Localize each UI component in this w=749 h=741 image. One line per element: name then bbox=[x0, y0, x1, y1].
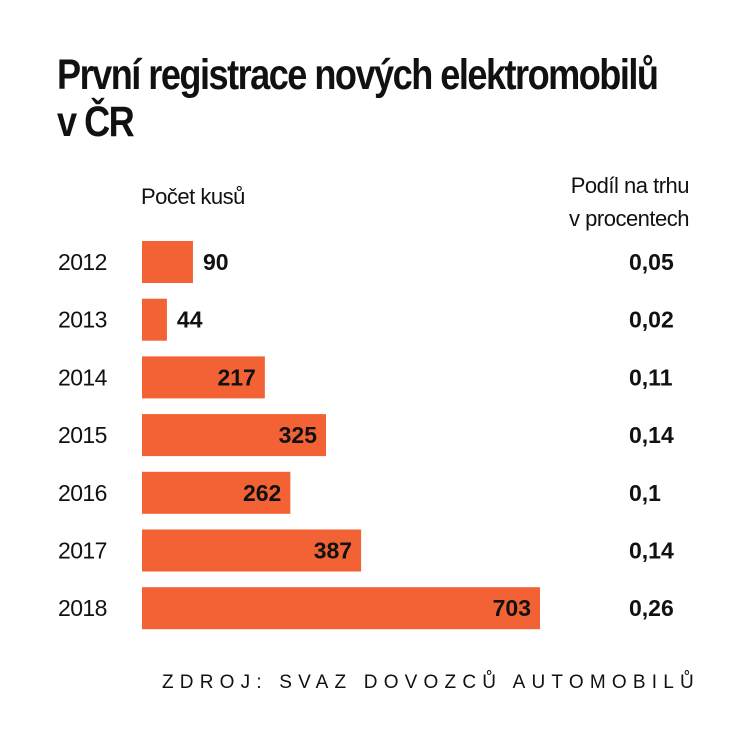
bar-2015 bbox=[142, 414, 326, 457]
share-value-label: 0,11 bbox=[629, 364, 673, 390]
count-value-label: 325 bbox=[279, 422, 318, 448]
bar-2014 bbox=[142, 356, 265, 399]
share-column-header-line-2: v procentech bbox=[569, 206, 689, 231]
share-value-label: 0,05 bbox=[629, 249, 674, 275]
count-value-label: 90 bbox=[203, 249, 229, 275]
share-column-header-line-1: Podíl na trhu bbox=[570, 173, 690, 198]
bar-2013 bbox=[142, 298, 167, 341]
count-value-label: 262 bbox=[243, 480, 281, 506]
bar-2018 bbox=[142, 587, 540, 630]
year-label: 2014 bbox=[58, 364, 108, 390]
year-label: 2016 bbox=[58, 480, 107, 506]
share-column-header: Podíl na trhu v procentech bbox=[569, 169, 689, 235]
count-value-label: 44 bbox=[177, 307, 203, 333]
bar-2017 bbox=[142, 529, 362, 572]
source-note: ZDROJ: SVAZ DOVOZCŮ AUTOMOBILŮ bbox=[162, 672, 700, 693]
share-value-label: 0,02 bbox=[629, 307, 674, 333]
year-label: 2012 bbox=[58, 249, 107, 275]
count-value-label: 703 bbox=[493, 595, 531, 621]
bar-2012 bbox=[142, 241, 193, 283]
share-value-label: 0,1 bbox=[629, 480, 661, 506]
count-value-label: 217 bbox=[217, 364, 255, 390]
bar-2016 bbox=[142, 471, 291, 514]
chart-title: První registrace nových elektromobilů v … bbox=[57, 51, 659, 146]
count-value-label: 387 bbox=[314, 538, 352, 564]
share-value-label: 0,26 bbox=[629, 595, 674, 621]
chart-title-line-2: v ČR bbox=[57, 98, 135, 146]
count-column-header: Počet kusů bbox=[141, 184, 245, 209]
year-label: 2013 bbox=[58, 307, 107, 333]
year-label: 2015 bbox=[58, 422, 107, 448]
year-label: 2018 bbox=[58, 595, 107, 621]
share-value-label: 0,14 bbox=[629, 422, 674, 448]
chart-title-line-1: První registrace nových elektromobilů bbox=[57, 51, 659, 99]
year-label: 2017 bbox=[58, 538, 107, 564]
share-value-label: 0,14 bbox=[629, 538, 674, 564]
